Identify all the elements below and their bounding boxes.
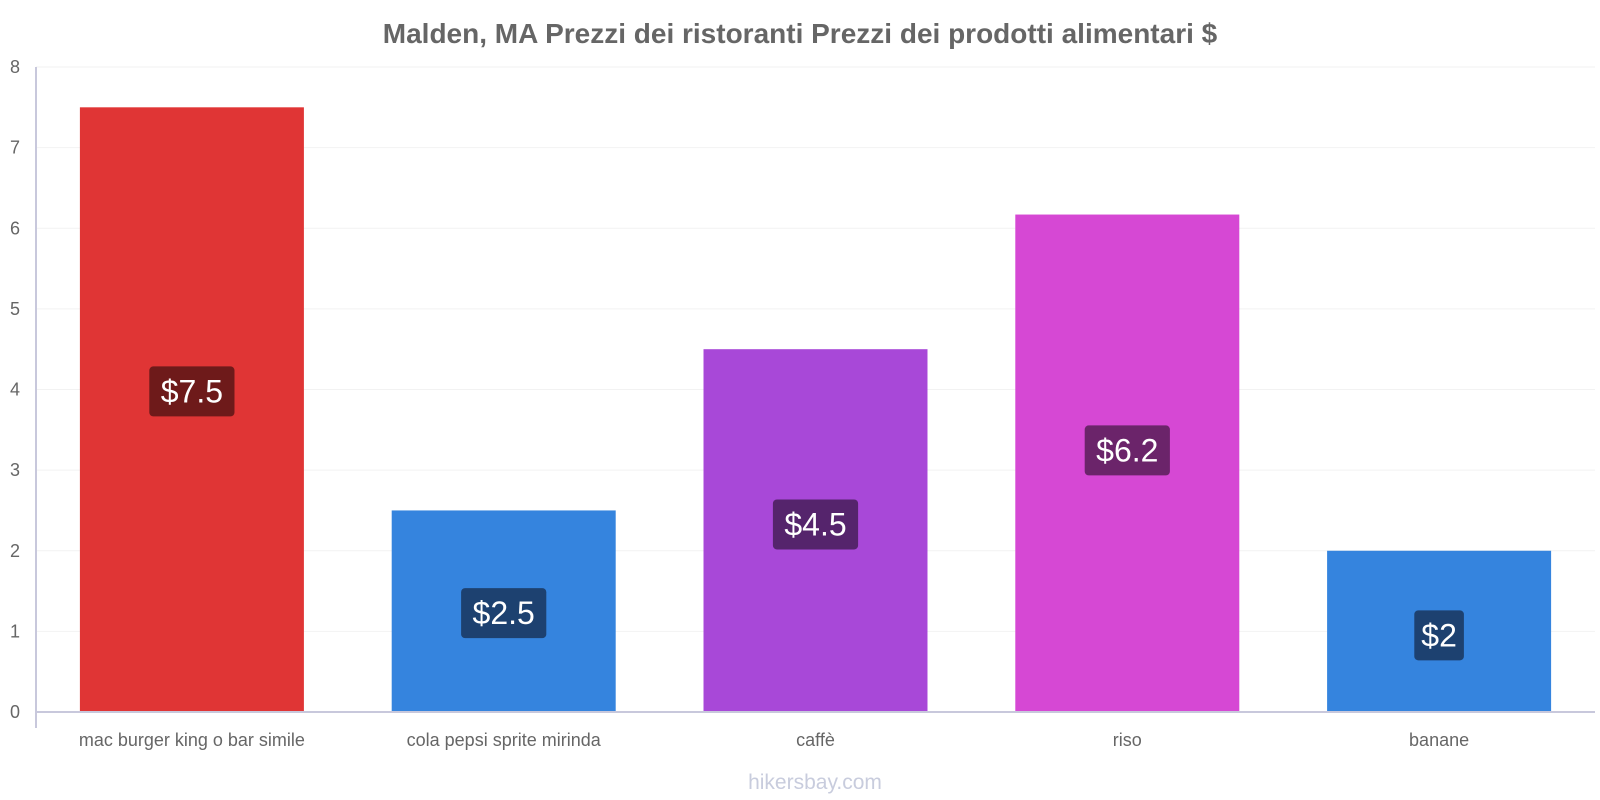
value-label: $2.5 — [473, 595, 535, 631]
value-label: $2 — [1421, 617, 1457, 653]
x-category-label: mac burger king o bar simile — [79, 730, 305, 750]
axes — [35, 67, 1595, 728]
value-label-badge — [149, 366, 235, 417]
y-tick-label: 3 — [10, 460, 20, 480]
y-tick-label: 1 — [10, 621, 20, 641]
value-label-badge — [1084, 425, 1170, 476]
source-footer: hikersbay.com — [748, 771, 882, 794]
x-category-label: banane — [1409, 730, 1469, 750]
y-tick-label: 6 — [10, 218, 20, 238]
y-tick-label: 5 — [10, 299, 20, 319]
y-tick-label: 2 — [10, 541, 20, 561]
bars — [79, 107, 1552, 712]
x-category-label: caffè — [796, 730, 835, 750]
value-label-badge — [772, 499, 859, 550]
y-tick-label: 8 — [10, 57, 20, 77]
y-tick-label: 4 — [10, 380, 20, 400]
value-label: $4.5 — [784, 506, 846, 542]
value-labels: $7.5 $2.5 $4.5 $6.2 $2 — [149, 366, 1464, 661]
y-tick-label: 7 — [10, 138, 20, 158]
value-label-badge — [461, 588, 547, 639]
value-label-badge — [1414, 610, 1464, 661]
x-category-label: cola pepsi sprite mirinda — [407, 730, 602, 750]
value-label: $6.2 — [1096, 432, 1158, 468]
y-tick-label: 0 — [10, 702, 20, 722]
x-category-label: riso — [1113, 730, 1142, 750]
value-label: $7.5 — [161, 373, 223, 409]
x-category-labels: mac burger king o bar simile cola pepsi s… — [79, 730, 1469, 750]
chart-title: Malden, MA Prezzi dei ristoranti Prezzi … — [383, 18, 1218, 49]
y-tick-labels: 0 1 2 3 4 5 6 7 8 — [10, 57, 20, 722]
